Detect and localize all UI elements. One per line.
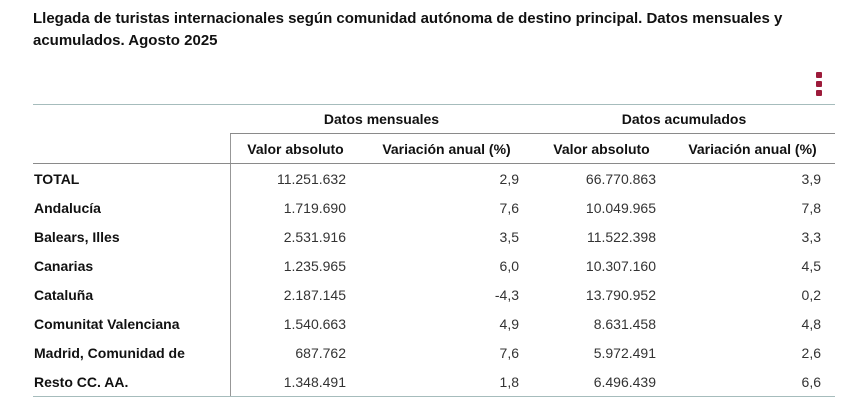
cell-monthly-value: 687.762 [230, 338, 360, 367]
table-row: Canarias 1.235.965 6,0 10.307.160 4,5 [33, 251, 835, 280]
kebab-dot [816, 90, 822, 96]
row-label: Andalucía [34, 199, 101, 216]
cell-monthly-variation: 6,0 [499, 257, 519, 274]
cell-monthly-value: 1.235.965 [230, 251, 360, 280]
row-label: Cataluña [34, 286, 94, 303]
row-label: Canarias [34, 257, 94, 274]
cell-accumulated-value: 11.522.398 [586, 228, 656, 245]
cell-monthly-variation: 7,6 [499, 199, 519, 216]
column-header-monthly-variation: Variación anual (%) [382, 140, 511, 157]
table-row: Madrid, Comunidad de 687.762 7,6 5.972.4… [33, 338, 835, 367]
cell-monthly-value: 1.719.690 [230, 193, 360, 222]
cell-accumulated-value: 10.307.160 [585, 257, 656, 274]
kebab-dot [816, 81, 822, 87]
options-menu-button[interactable] [808, 66, 830, 102]
cell-accumulated-value: 66.770.863 [585, 170, 656, 187]
cell-monthly-variation: 4,9 [499, 315, 519, 332]
table-group-header-row: Datos mensuales Datos acumulados [33, 105, 835, 134]
table-row: Andalucía 1.719.690 7,6 10.049.965 7,8 [33, 193, 835, 222]
row-label: Balears, Illes [34, 228, 120, 245]
table-row: Resto CC. AA. 1.348.491 1,8 6.496.439 6,… [33, 367, 835, 396]
cell-accumulated-variation: 2,6 [801, 344, 821, 361]
cell-monthly-value: 11.251.632 [230, 164, 360, 193]
cell-monthly-variation: 7,6 [499, 344, 519, 361]
row-label: Madrid, Comunidad de [34, 344, 185, 361]
cell-accumulated-value: 6.496.439 [593, 373, 656, 390]
cell-monthly-variation: 3,5 [499, 228, 519, 245]
cell-accumulated-value: 8.631.458 [593, 315, 656, 332]
cell-accumulated-variation: 4,5 [801, 257, 821, 274]
cell-monthly-value: 1.540.663 [230, 309, 360, 338]
cell-accumulated-variation: 4,8 [801, 315, 821, 332]
kebab-dot [816, 72, 822, 78]
cell-monthly-variation: 1,8 [499, 373, 519, 390]
page-title: Llegada de turistas internacionales segú… [33, 10, 783, 49]
cell-accumulated-value: 10.049.965 [585, 199, 656, 216]
row-label: Comunitat Valenciana [34, 315, 180, 332]
row-label: Resto CC. AA. [34, 373, 129, 390]
row-label: TOTAL [34, 170, 80, 187]
kebab-menu-icon [816, 72, 822, 96]
cell-accumulated-value: 5.972.491 [593, 344, 656, 361]
column-group-monthly: Datos mensuales [230, 105, 533, 134]
cell-monthly-variation: -4,3 [494, 286, 519, 303]
cell-monthly-value: 2.531.916 [230, 222, 360, 251]
cell-accumulated-variation: 3,3 [801, 228, 821, 245]
column-header-accumulated-variation: Variación anual (%) [688, 140, 817, 157]
cell-accumulated-variation: 6,6 [801, 373, 821, 390]
cell-accumulated-value: 13.790.952 [585, 286, 656, 303]
column-header-spacer [33, 134, 230, 163]
group-header-spacer [33, 105, 230, 134]
table-row: Cataluña 2.187.145 -4,3 13.790.952 0,2 [33, 280, 835, 309]
table-row: Comunitat Valenciana 1.540.663 4,9 8.631… [33, 309, 835, 338]
column-header-accumulated-absolute: Valor absoluto [553, 140, 650, 157]
cell-accumulated-variation: 3,9 [801, 170, 821, 187]
table-column-header-row: Valor absoluto Variación anual (%) Valor… [33, 134, 835, 164]
table-row: TOTAL 11.251.632 2,9 66.770.863 3,9 [33, 164, 835, 193]
cell-accumulated-variation: 0,2 [801, 286, 821, 303]
data-table: Datos mensuales Datos acumulados Valor a… [33, 104, 835, 397]
column-group-accumulated: Datos acumulados [533, 105, 835, 134]
cell-monthly-value: 1.348.491 [230, 367, 360, 396]
cell-monthly-value: 2.187.145 [230, 280, 360, 309]
cell-accumulated-variation: 7,8 [801, 199, 821, 216]
table-row: Balears, Illes 2.531.916 3,5 11.522.398 … [33, 222, 835, 251]
cell-monthly-variation: 2,9 [499, 170, 519, 187]
column-header-monthly-absolute: Valor absoluto [230, 134, 360, 163]
